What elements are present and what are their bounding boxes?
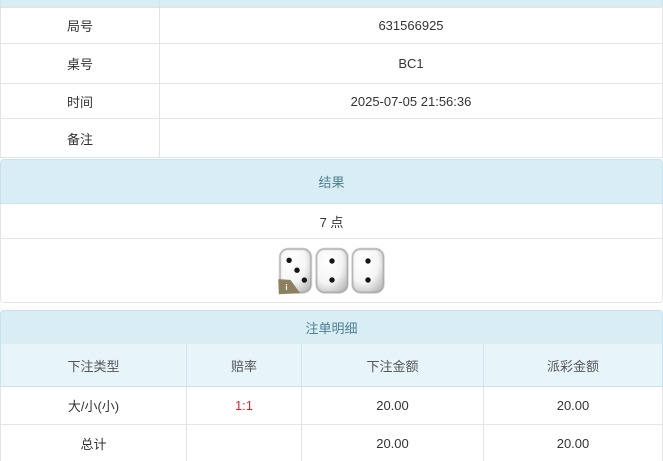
svg-text:i: i [285, 282, 287, 291]
